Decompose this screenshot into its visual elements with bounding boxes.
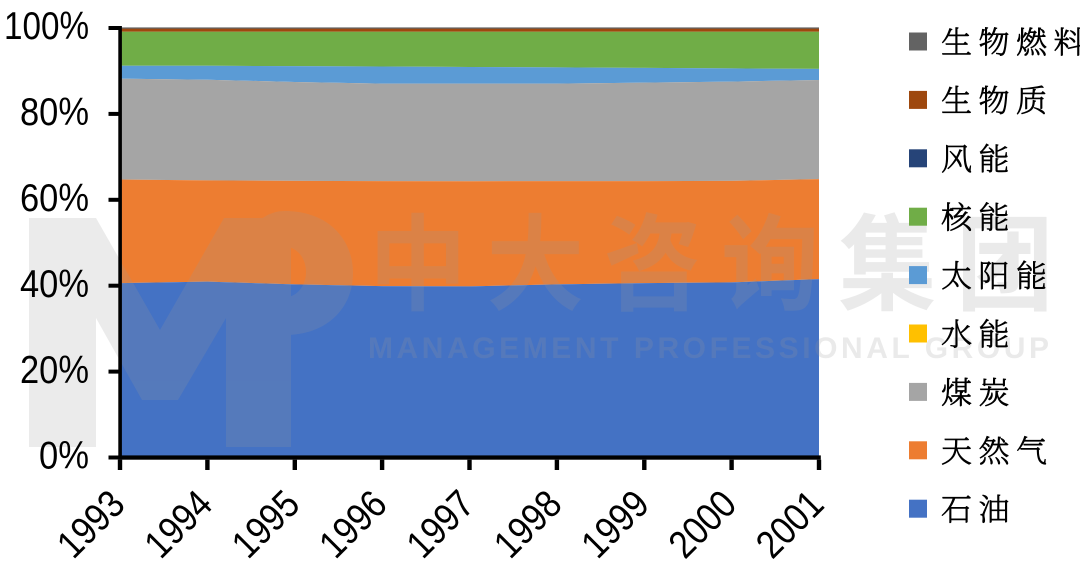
svg-text:60%: 60% <box>20 177 89 220</box>
svg-text:80%: 80% <box>20 91 89 134</box>
svg-text:0%: 0% <box>39 435 89 478</box>
svg-text:20%: 20% <box>20 349 89 392</box>
svg-text:100%: 100% <box>4 5 89 48</box>
svg-text:40%: 40% <box>20 263 89 306</box>
